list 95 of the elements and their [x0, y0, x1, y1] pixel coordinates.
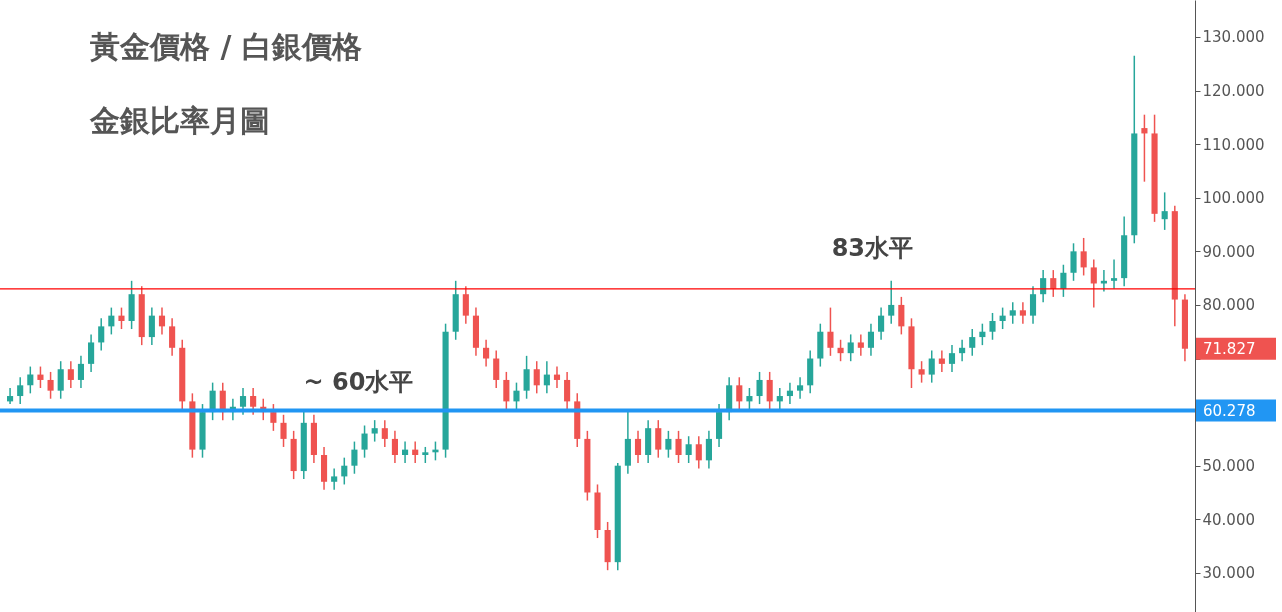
candlestick: [695, 435, 702, 470]
candlestick: [351, 440, 358, 475]
candlestick: [756, 371, 763, 405]
candlestick: [280, 414, 287, 448]
candlestick: [1009, 301, 1016, 325]
candlestick: [391, 430, 398, 464]
text: 金銀比率月圖: [89, 103, 270, 138]
candlestick: [969, 328, 976, 357]
candlestick: [1161, 191, 1168, 231]
candlestick: [705, 430, 712, 470]
candlestick: [766, 371, 773, 411]
candlestick: [797, 376, 804, 400]
annotation: ~ 60水平: [303, 367, 414, 396]
candlestick: [17, 376, 24, 405]
candlestick: [239, 387, 247, 416]
candlestick: [148, 306, 155, 346]
y-tick-label: 50.000: [1202, 457, 1255, 476]
candlestick: [1050, 269, 1057, 298]
candlestick: [928, 349, 935, 384]
candlestick: [37, 365, 44, 389]
candlestick: [888, 280, 895, 325]
candlestick: [88, 333, 95, 373]
candlestick: [513, 381, 520, 411]
text: 黃金價格 / 白銀價格: [90, 29, 362, 64]
candlestick: [746, 387, 753, 411]
candlestick: [878, 306, 885, 341]
candlestick: [483, 339, 490, 368]
candlestick: [108, 306, 115, 336]
candlestick: [1080, 237, 1087, 277]
candlestick: [331, 467, 338, 491]
candlestick: [270, 403, 277, 432]
candlestick: [959, 339, 966, 362]
candlestick: [736, 376, 743, 411]
candlestick: [979, 322, 986, 346]
candlestick: [169, 317, 176, 357]
candlestick: [381, 419, 388, 448]
candlestick: [857, 333, 864, 357]
candlestick: [999, 306, 1006, 330]
candlestick: [27, 365, 34, 395]
candlestick: [118, 306, 125, 330]
candlestick: [1110, 258, 1118, 290]
candlestick: [1060, 263, 1067, 298]
y-tick-label: 120.000: [1202, 82, 1265, 101]
candlestick: [665, 430, 672, 459]
candlestick: [523, 355, 530, 400]
candlestick: [77, 355, 85, 389]
candlestick: [361, 424, 368, 459]
candlestick: [533, 360, 540, 395]
candlestick: [371, 419, 378, 443]
text: 71.827: [1203, 339, 1256, 358]
ref-line-label: 60.278: [1203, 401, 1256, 420]
candlestick: [1019, 301, 1026, 325]
candlestick: [1070, 242, 1077, 282]
candlestick: [786, 381, 793, 405]
candlestick: [250, 387, 257, 416]
candlestick: [462, 285, 469, 325]
candlestick: [989, 312, 996, 341]
candlestick: [685, 435, 692, 464]
y-tick-label: 80.000: [1202, 296, 1255, 315]
candlestick: [867, 322, 875, 357]
candlestick: [341, 456, 348, 486]
ref-line-label: 83水平: [831, 233, 914, 262]
y-tick-label: 90.000: [1202, 242, 1255, 261]
candlestick: [57, 360, 64, 400]
candlestick: [412, 440, 419, 464]
candlestick: [827, 306, 834, 357]
candlestick: [776, 387, 783, 411]
y-tick-label: 100.000: [1202, 189, 1265, 208]
y-tick-label: 40.000: [1202, 510, 1255, 529]
candlestick: [158, 306, 166, 336]
candlestick: [1029, 285, 1037, 325]
candlestick: [918, 360, 925, 384]
candlestick: [564, 371, 571, 411]
y-tick-label: 30.000: [1202, 564, 1255, 583]
candlestick: [1141, 113, 1148, 183]
candlestick: [493, 349, 500, 389]
candlestick: [503, 371, 510, 411]
candlestick: [543, 360, 550, 395]
y-tick-label: 110.000: [1202, 135, 1265, 154]
candlestick: [1090, 258, 1097, 309]
candlestick: [98, 317, 105, 352]
y-tick-label: 130.000: [1202, 28, 1265, 47]
candlestick: [47, 371, 54, 400]
candlestick: [7, 387, 14, 405]
candlestick: [938, 349, 945, 373]
candlestick: [898, 296, 905, 336]
candlestick: [634, 430, 642, 464]
candlestick: [948, 344, 956, 373]
candlestick: [847, 333, 854, 362]
candlestick: [675, 430, 682, 464]
candlestick: [837, 339, 844, 362]
candlestick: [655, 419, 662, 459]
candlestick: [402, 440, 409, 464]
candlestick: [553, 365, 561, 389]
candlestick: [67, 360, 74, 389]
